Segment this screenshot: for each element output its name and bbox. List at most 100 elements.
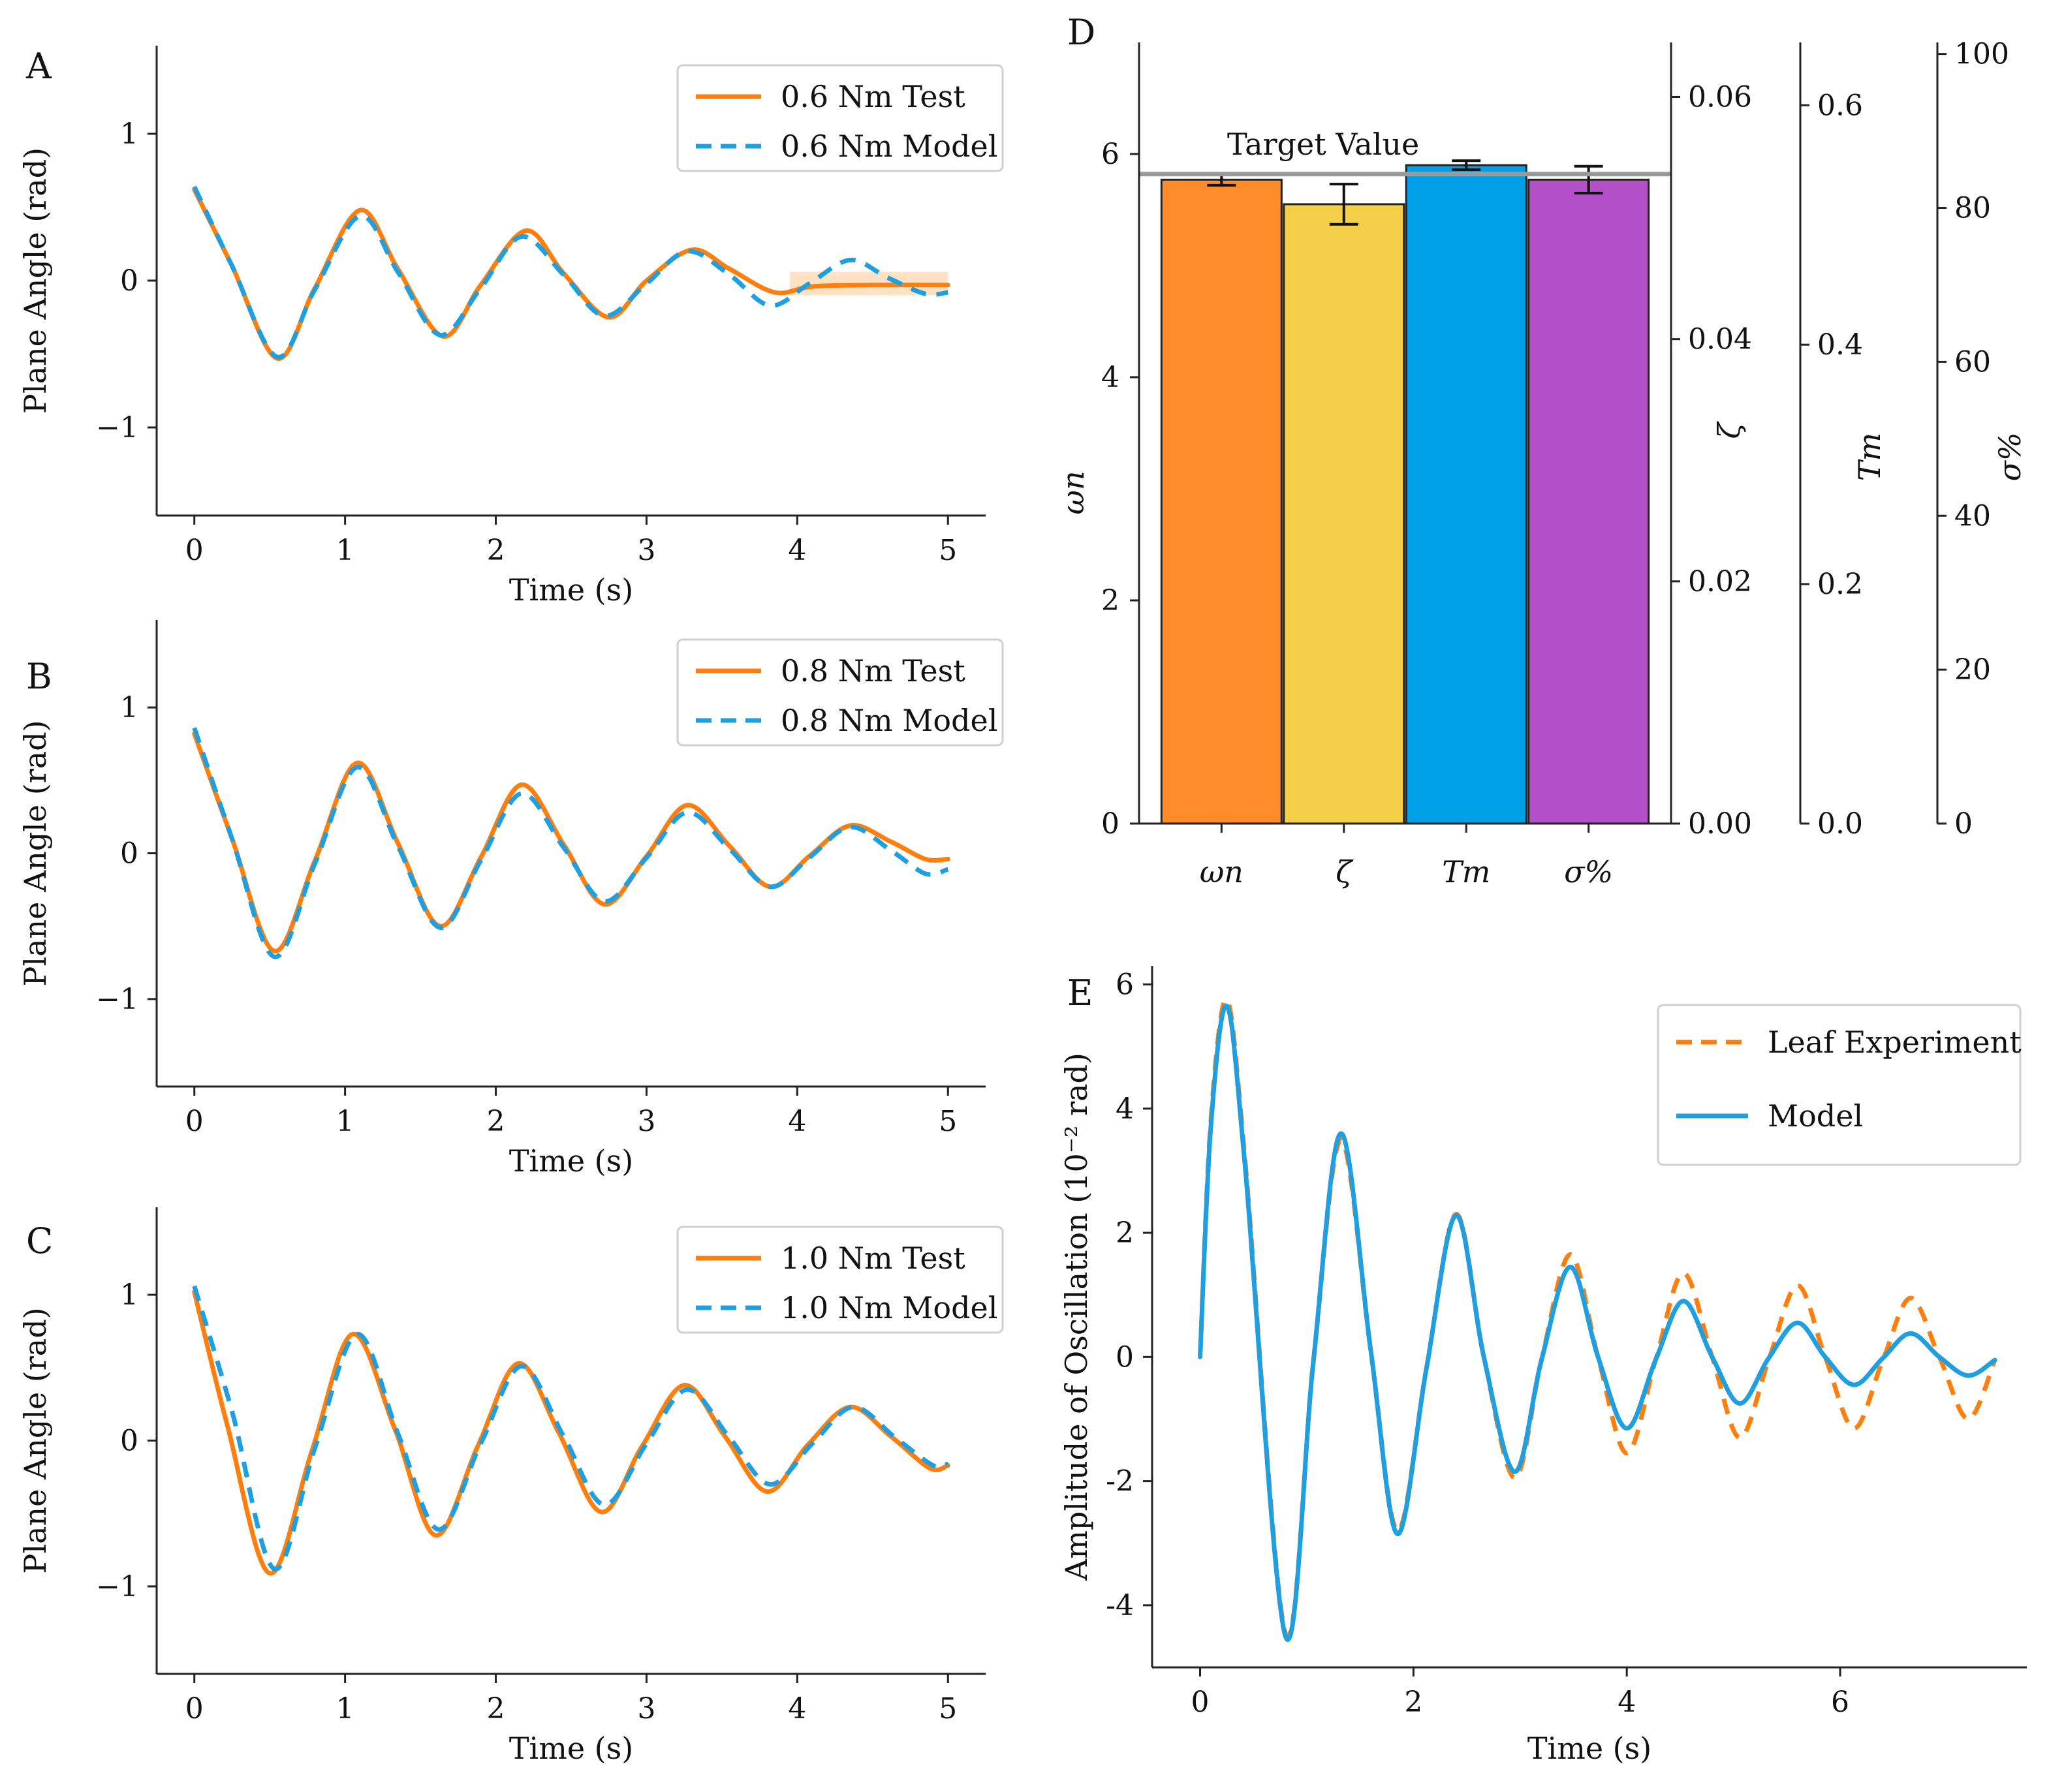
legend: Leaf Experiment Model (1657, 1004, 2022, 1166)
y-tick-label: 0 (1954, 807, 1973, 841)
y-tick-label: 0.2 (1817, 568, 1863, 601)
legend-label: Leaf Experiment (1768, 1025, 2022, 1060)
panel-c: C 0 1 2 3 4 5 −1 0 1 Time (s) Plane Angle (rad) 1.0 … (18, 1207, 1004, 1766)
x-tick-label: 1 (336, 1105, 354, 1138)
y-tick-label: 0.4 (1817, 328, 1863, 362)
y-tick-label: 0 (120, 1425, 138, 1458)
y-tick-label: 0.00 (1688, 807, 1752, 841)
y-axis-label-tm: Tm (1852, 433, 1887, 481)
y-tick-label: 0.02 (1688, 565, 1752, 598)
target-value-label: Target Value (1227, 127, 1419, 162)
y-tick-label: -2 (1106, 1465, 1134, 1498)
legend: 1.0 Nm Test 1.0 Nm Model (676, 1226, 1004, 1334)
category-label: ωn (1200, 854, 1243, 889)
x-tick-label: 2 (1404, 1686, 1422, 1719)
x-tick-label: 2 (487, 1105, 505, 1138)
y-tick-label: 2 (1101, 584, 1119, 617)
x-tick-label: 6 (1831, 1686, 1849, 1719)
x-tick-label: 4 (788, 1105, 806, 1138)
x-tick-label: 0 (1191, 1686, 1210, 1719)
y-tick-label: 1 (120, 691, 138, 724)
y-tick-label: 1 (120, 117, 138, 151)
y-tick-label: 4 (1116, 1092, 1134, 1126)
y-tick-label: 6 (1116, 968, 1134, 1002)
x-tick-label: 4 (788, 534, 806, 567)
legend-label: 1.0 Nm Test (781, 1241, 965, 1276)
legend-label: 0.6 Nm Test (781, 79, 965, 114)
legend-frame (1657, 1004, 2022, 1166)
y-tick-label: -4 (1106, 1589, 1134, 1622)
x-tick-label: 3 (637, 1692, 655, 1725)
category-label: ζ (1336, 854, 1354, 889)
bar-zeta (1283, 203, 1405, 825)
y-tick-label: 40 (1954, 499, 1991, 533)
y-tick-label: 60 (1954, 345, 1991, 378)
y-tick-label: 0 (1116, 1340, 1134, 1374)
category-label: σ% (1564, 854, 1613, 889)
panel-letter-d: D (1067, 12, 1095, 53)
y-tick-label: 6 (1101, 138, 1119, 171)
legend-label: 0.8 Nm Test (781, 653, 965, 688)
series-line-solid (1198, 1003, 1997, 1642)
y-axis-label: Plane Angle (rad) (18, 147, 53, 414)
legend: 0.8 Nm Test 0.8 Nm Model (676, 638, 1004, 747)
series-line-solid (192, 187, 950, 361)
x-tick-label: 0 (185, 534, 204, 567)
x-tick-label: 0 (185, 1105, 204, 1138)
y-tick-label: 0 (120, 264, 138, 298)
x-tick-label: 1 (336, 534, 354, 567)
legend: 0.6 Nm Test 0.6 Nm Model (676, 64, 1004, 172)
y-tick-label: 100 (1954, 38, 2009, 71)
y-axis-label-omega: ωn (1056, 471, 1091, 514)
panel-letter-a: A (25, 46, 52, 87)
bar-tm (1405, 164, 1527, 825)
y-tick-label: −1 (96, 983, 138, 1016)
x-tick-label: 5 (939, 1105, 957, 1138)
y-tick-label: 4 (1101, 361, 1119, 394)
series-line-dashed (192, 727, 949, 959)
y-tick-label: 0.0 (1817, 807, 1863, 841)
legend-label: 0.6 Nm Model (781, 129, 997, 164)
x-tick-label: 2 (487, 1692, 505, 1725)
y-tick-label: 0 (1101, 807, 1119, 841)
y-tick-label: 0.6 (1817, 89, 1863, 122)
y-tick-label: 0.04 (1688, 323, 1752, 356)
series-line-dashed (192, 1285, 949, 1571)
bar-omega (1160, 178, 1283, 825)
legend-label: 0.8 Nm Model (781, 703, 997, 738)
y-tick-label: −1 (96, 1570, 138, 1603)
x-tick-label: 5 (939, 534, 957, 567)
legend-label: 1.0 Nm Model (781, 1290, 997, 1325)
series-line-solid (192, 731, 950, 953)
x-axis-label: Time (s) (1527, 1731, 1651, 1766)
y-axis-label-zeta: ζ (1712, 420, 1747, 439)
y-tick-label: 2 (1116, 1216, 1134, 1250)
y-tick-label: −1 (96, 411, 138, 444)
y-axis-label: Plane Angle (rad) (18, 1307, 53, 1573)
panel-letter-b: B (26, 656, 52, 697)
x-axis-label: Time (s) (509, 572, 633, 608)
y-axis-label: Plane Angle (rad) (18, 720, 53, 986)
panel-letter-c: C (26, 1220, 53, 1261)
series-line-dashed (192, 185, 948, 360)
panel-b: B 0 1 2 3 4 5 −1 0 1 Time (s) Plane Angle (rad) 0.8 … (18, 620, 1004, 1179)
x-tick-label: 1 (336, 1692, 354, 1725)
x-tick-label: 5 (939, 1692, 957, 1725)
y-axis-label: Amplitude of Oscillation (10⁻² rad) (1059, 1053, 1094, 1581)
x-tick-label: 0 (185, 1692, 204, 1725)
legend-label: Model (1768, 1098, 1863, 1134)
y-tick-label: 1 (120, 1278, 138, 1312)
x-axis-label: Time (s) (509, 1731, 633, 1766)
x-tick-label: 3 (637, 534, 655, 567)
x-tick-label: 2 (487, 534, 505, 567)
y-tick-label: 80 (1954, 192, 1991, 225)
panel-e: E 0 2 4 6 -4 -2 0 2 4 6 Time (s) Amplitude of Oscill… (1059, 966, 2027, 1766)
y-tick-label: 0 (120, 837, 138, 871)
panel-a: A 0 1 2 3 4 5 −1 0 1 Time (s) Plane Angle (rad) 0.6 … (18, 46, 1004, 608)
bar-sigma (1527, 178, 1650, 825)
category-label: Tm (1442, 854, 1490, 889)
y-tick-label: 0.06 (1688, 81, 1752, 114)
x-tick-label: 3 (637, 1105, 655, 1138)
x-axis-label: Time (s) (509, 1143, 633, 1179)
